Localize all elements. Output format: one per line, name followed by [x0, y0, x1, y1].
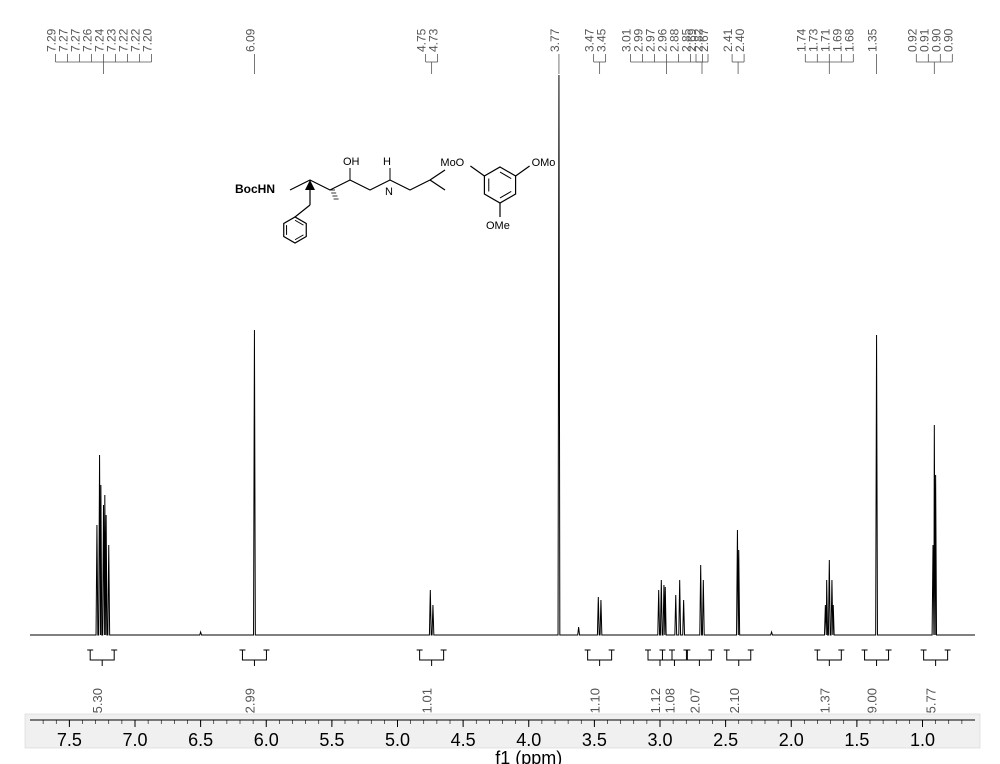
integral-value: 1.08: [662, 688, 677, 713]
peak-ppm-label: 2.40: [733, 28, 747, 52]
integral-bracket: [588, 650, 612, 660]
integral-value: 2.07: [687, 688, 702, 713]
integral-bracket: [90, 650, 114, 660]
peak-ppm-label: 1.68: [842, 28, 856, 52]
axis-tick-label: 3.0: [647, 730, 672, 750]
axis-bar: [25, 714, 980, 748]
integral-bracket: [727, 650, 751, 660]
axis-tick-label: 2.5: [713, 730, 738, 750]
axis-tick-label: 7.0: [122, 730, 147, 750]
peak-ppm-label: 0.90: [941, 28, 955, 52]
struct-moo: MoO: [440, 157, 464, 169]
axis-tick-label: 6.0: [254, 730, 279, 750]
axis-tick-label: 5.5: [319, 730, 344, 750]
integral-value: 1.10: [588, 688, 603, 713]
x-axis-label: f1 (ppm): [495, 748, 562, 764]
struct-n: N: [385, 186, 393, 198]
integral-value: 2.10: [727, 688, 742, 713]
integral-bracket: [817, 650, 841, 660]
axis-tick-label: 1.0: [910, 730, 935, 750]
spectrum-trace: [30, 75, 975, 635]
integral-value: 9.00: [865, 688, 880, 713]
nmr-spectrum: 7.297.277.277.267.247.237.227.227.206.09…: [0, 0, 1000, 764]
peak-ppm-label: 1.35: [866, 28, 880, 52]
peak-ppm-label: 4.73: [427, 28, 441, 52]
axis-tick-label: 5.0: [385, 730, 410, 750]
integral-bracket: [662, 650, 686, 660]
integral-value: 1.12: [648, 688, 663, 713]
integral-bracket: [242, 650, 266, 660]
axis-tick-label: 7.5: [57, 730, 82, 750]
integral-value: 2.99: [242, 688, 257, 713]
axis-tick-label: 1.5: [844, 730, 869, 750]
integral-bracket: [687, 650, 711, 660]
struct-bochn: BocHN: [235, 182, 275, 196]
axis-tick-label: 4.5: [451, 730, 476, 750]
peak-ppm-label: 2.67: [697, 28, 711, 52]
integral-value: 1.01: [420, 688, 435, 713]
axis-tick-label: 3.5: [582, 730, 607, 750]
peak-ppm-label: 3.45: [595, 28, 609, 52]
integral-value: 1.37: [817, 688, 832, 713]
integral-value: 5.30: [90, 688, 105, 713]
integral-bracket: [924, 650, 948, 660]
integral-value: 5.77: [924, 688, 939, 713]
peak-ppm-label: 7.20: [141, 28, 155, 52]
peak-ppm-label: 6.09: [243, 28, 257, 52]
axis-tick-label: 4.0: [516, 730, 541, 750]
struct-ome: OMe: [486, 220, 510, 232]
integral-bracket: [648, 650, 672, 660]
integral-bracket: [420, 650, 444, 660]
struct-oh: OH: [343, 156, 360, 168]
struct-omo: OMo: [532, 157, 556, 169]
struct-h: H: [383, 156, 391, 168]
axis-tick-label: 6.5: [188, 730, 213, 750]
integral-bracket: [865, 650, 889, 660]
axis-tick-label: 2.0: [779, 730, 804, 750]
peak-ppm-label: 3.77: [548, 28, 562, 52]
